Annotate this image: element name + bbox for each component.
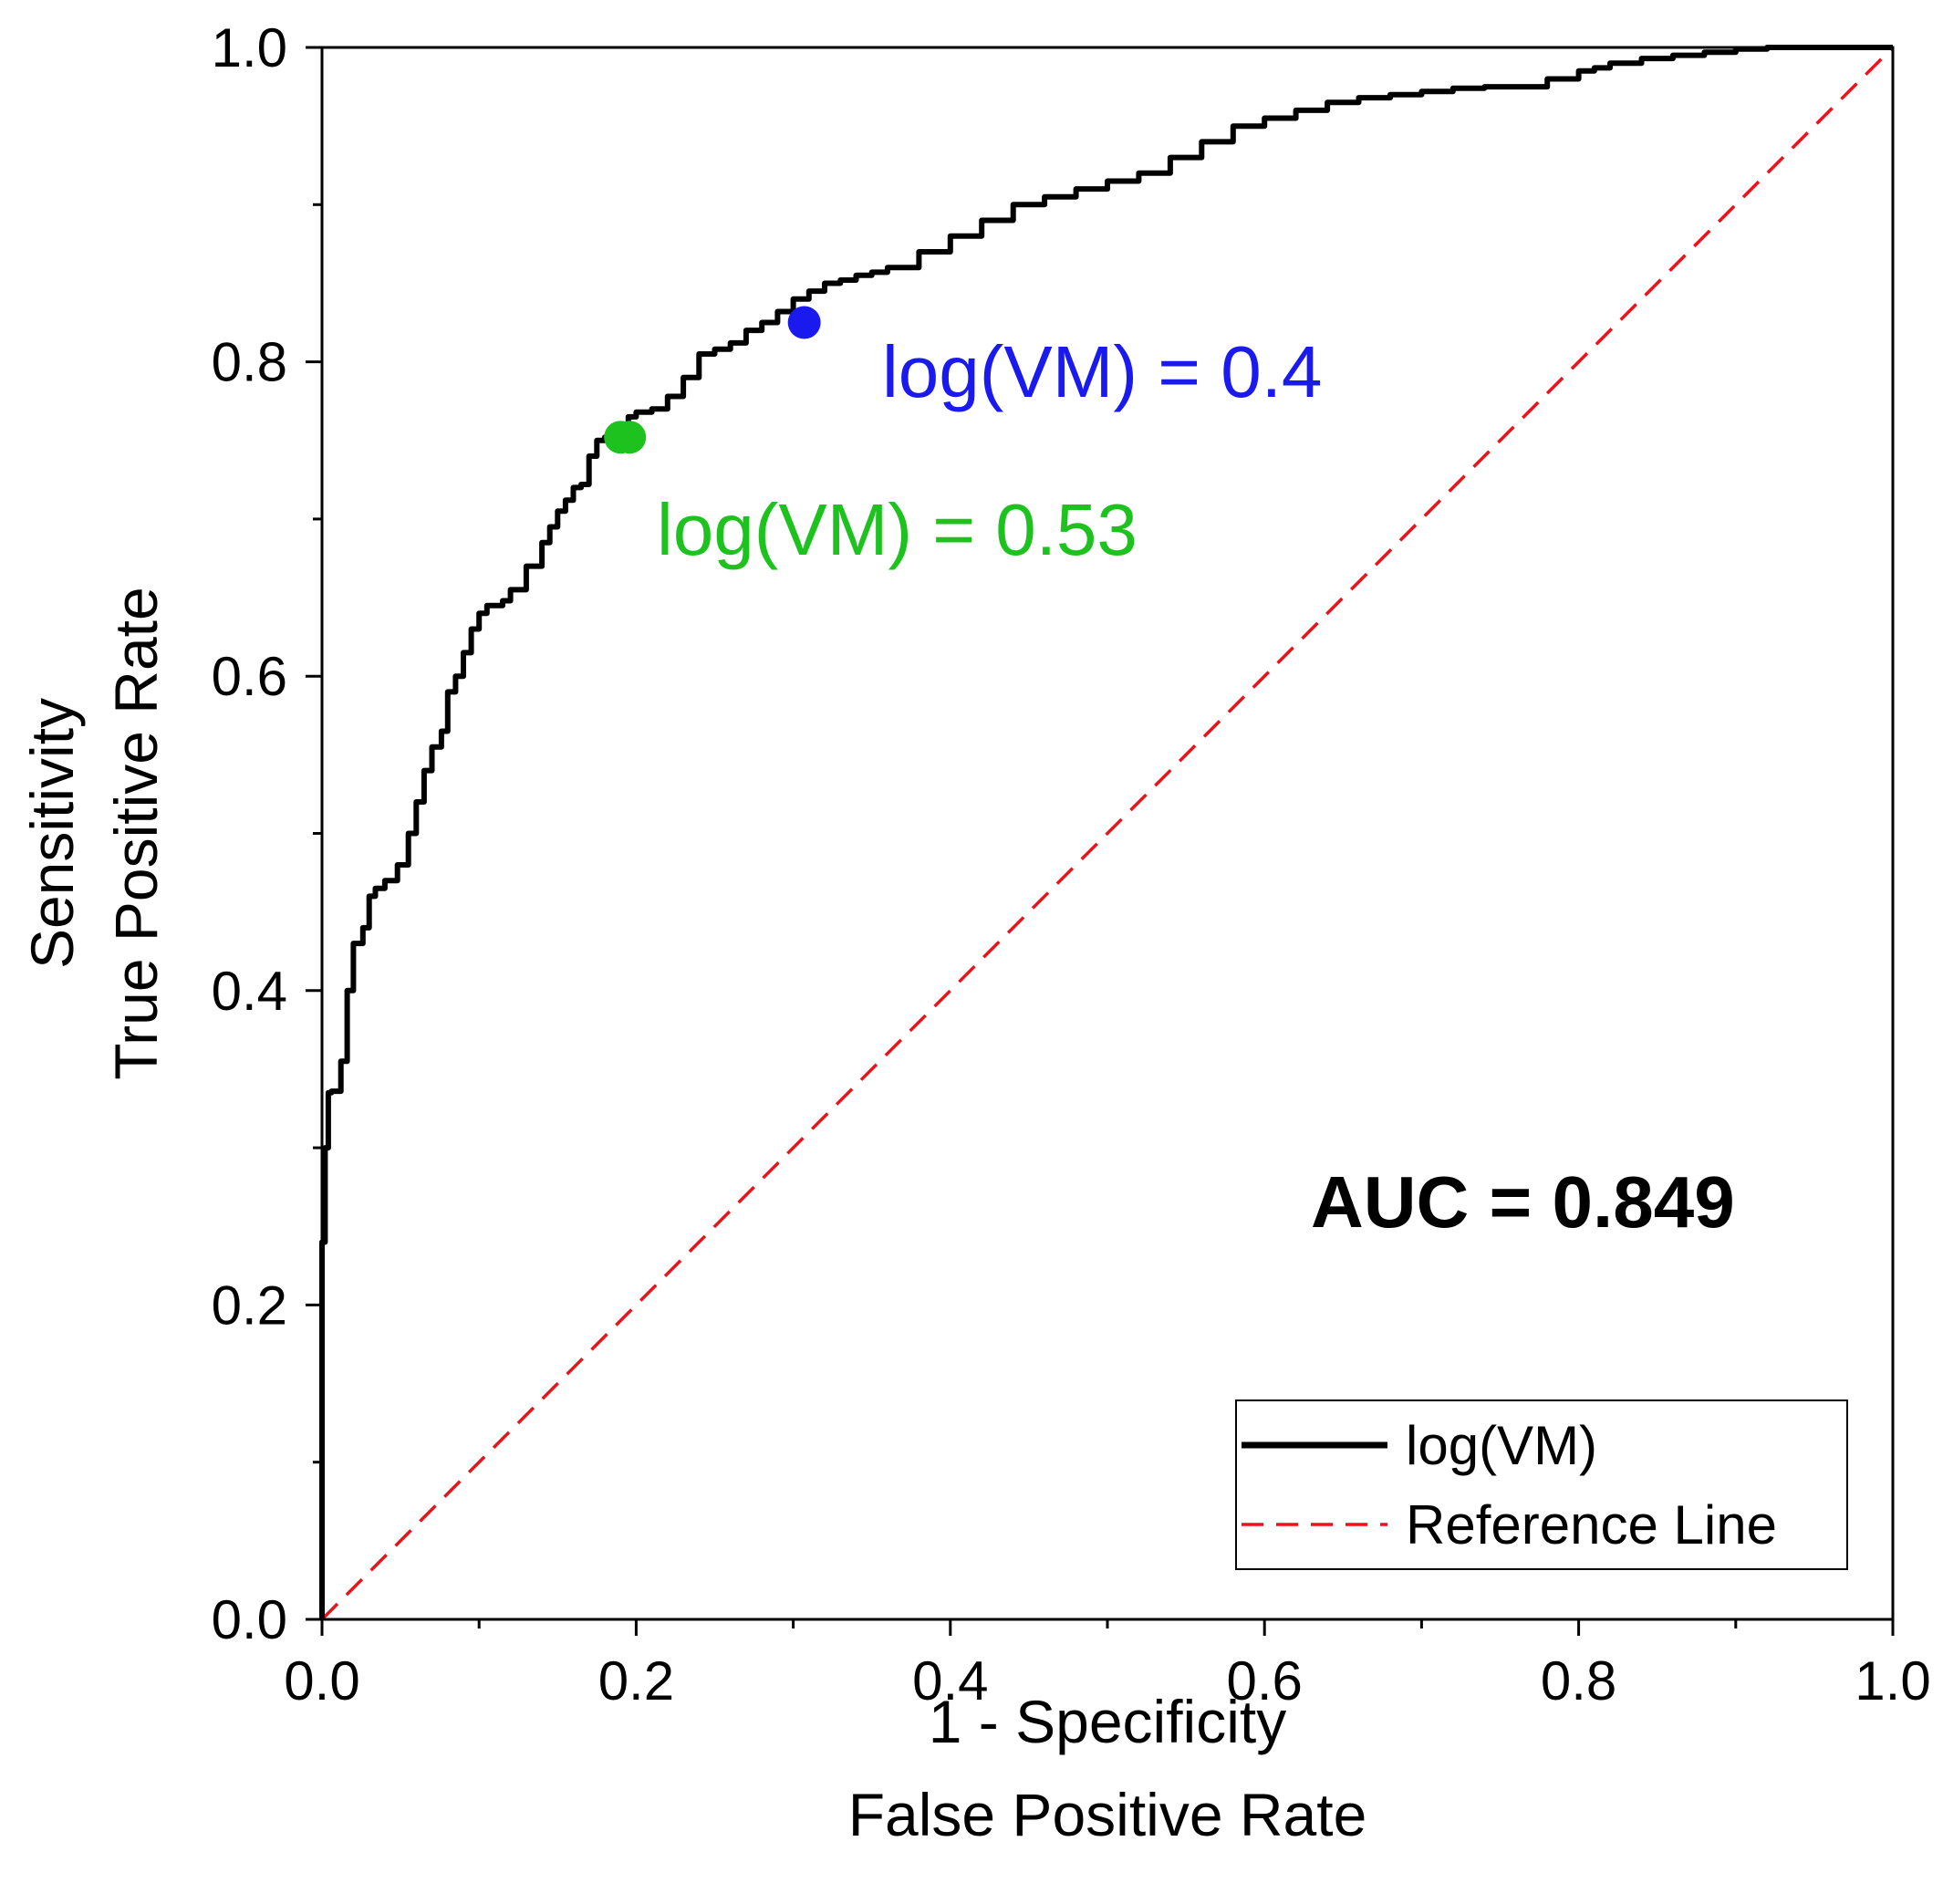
x-tick-label-2: 0.4 [912,1650,988,1712]
legend-box [1235,1399,1848,1570]
x-tick-label-5: 1.0 [1855,1650,1930,1712]
x-tick-label-1: 0.2 [598,1650,674,1712]
auc-annotation: AUC = 0.849 [1311,1161,1735,1243]
x-axis-title-line-2: False Positive Rate [848,1781,1367,1848]
y-tick-label-0: 0.0 [212,1589,287,1650]
y-axis-title-line-2: True Positive Rate [102,587,170,1079]
x-axis-ticks: 0.0 0.2 0.4 0.6 0.8 1.0 [284,1619,1931,1712]
y-tick-label-2: 0.4 [212,961,287,1022]
x-tick-label-4: 0.8 [1541,1650,1616,1712]
y-axis-title-line-1: Sensitivity [18,698,86,969]
threshold-markers [604,306,821,454]
annotation-log-vm-0-4: log(VM) = 0.4 [882,331,1322,412]
y-tick-label-4: 0.8 [212,332,287,393]
x-tick-label-3: 0.6 [1226,1650,1302,1712]
threshold-marker-0 [787,306,821,339]
x-tick-label-0: 0.0 [284,1650,359,1712]
series-log-vm-curve [319,45,1893,1619]
y-tick-label-1: 0.2 [212,1275,287,1336]
legend-label-log-vm: log(VM) [1406,1415,1597,1476]
y-tick-label-5: 1.0 [212,17,287,78]
y-axis-ticks: 0.0 0.2 0.4 0.6 0.8 1.0 [212,17,322,1650]
legend-label-reference-line: Reference Line [1406,1494,1777,1555]
y-tick-label-3: 0.6 [212,646,287,707]
series-reference-line [320,46,1895,1621]
x-axis-title-line-1: 1 - Specificity [929,1688,1286,1755]
legend: log(VM) Reference Line [1235,1399,1848,1570]
threshold-marker-1-b [613,421,647,454]
annotation-log-vm-0-53: log(VM) = 0.53 [657,489,1138,570]
